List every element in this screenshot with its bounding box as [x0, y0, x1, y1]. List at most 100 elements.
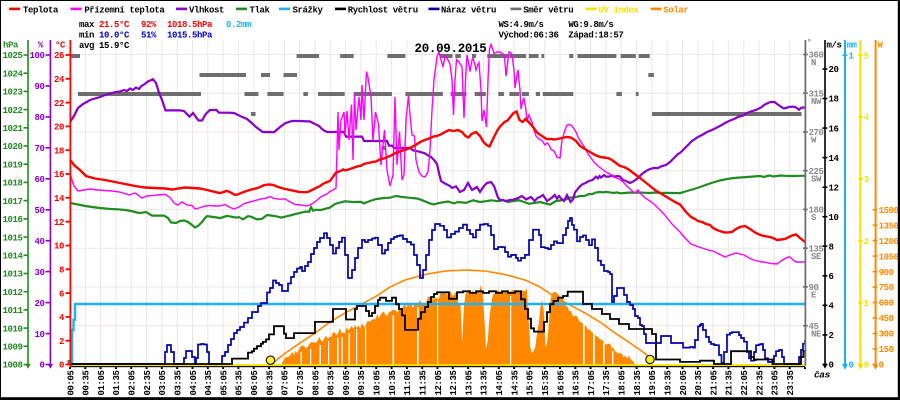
svg-text:01:05: 01:05 [97, 370, 107, 395]
svg-text:22:35: 22:35 [755, 370, 765, 395]
svg-text:10: 10 [34, 330, 44, 340]
svg-text:0: 0 [864, 361, 869, 371]
svg-text:18:05: 18:05 [618, 370, 628, 395]
svg-text:NE: NE [811, 329, 822, 339]
svg-text:11:35: 11:35 [419, 370, 429, 395]
svg-text:1018.5hPa: 1018.5hPa [167, 20, 213, 30]
svg-text:Vlhkost: Vlhkost [189, 5, 224, 15]
svg-text:09:35: 09:35 [357, 370, 367, 395]
svg-text:8: 8 [59, 266, 64, 276]
svg-text:12:05: 12:05 [434, 370, 444, 395]
svg-text:20.09.2015: 20.09.2015 [415, 42, 487, 56]
svg-text:23:35: 23:35 [786, 370, 796, 395]
svg-text:315: 315 [809, 89, 824, 99]
svg-text:1: 1 [849, 51, 855, 61]
svg-text:max: max [79, 20, 95, 30]
svg-text:0: 0 [39, 361, 44, 371]
svg-text:1015.5hPa: 1015.5hPa [167, 31, 213, 41]
svg-text:16: 16 [829, 124, 839, 134]
svg-text:6: 6 [829, 272, 834, 282]
svg-text:18: 18 [54, 146, 64, 156]
svg-text:1050: 1050 [879, 252, 899, 262]
svg-text:16:35: 16:35 [572, 370, 582, 395]
svg-text:čas: čas [814, 370, 831, 381]
svg-text:Západ:18:57: Západ:18:57 [568, 31, 623, 41]
svg-text:13:05: 13:05 [464, 370, 474, 395]
svg-text:1023: 1023 [2, 88, 22, 98]
svg-text:21:05: 21:05 [709, 370, 719, 395]
svg-text:21:35: 21:35 [725, 370, 735, 395]
svg-text:1: 1 [864, 299, 870, 309]
svg-text:1350: 1350 [879, 221, 899, 231]
svg-text:W: W [878, 41, 884, 51]
svg-text:min: min [79, 31, 94, 41]
svg-text:90: 90 [809, 283, 819, 293]
svg-text:20: 20 [34, 299, 44, 309]
svg-text:19:35: 19:35 [664, 370, 674, 395]
svg-text:W: W [811, 136, 817, 146]
svg-text:10: 10 [829, 213, 839, 223]
svg-text:S: S [811, 213, 817, 223]
svg-text:17:05: 17:05 [587, 370, 597, 395]
svg-text:10.0°C: 10.0°C [99, 31, 130, 41]
svg-text:1008: 1008 [2, 361, 22, 371]
svg-text:92%: 92% [141, 20, 157, 30]
svg-text:8: 8 [829, 242, 834, 252]
svg-text:02:05: 02:05 [128, 370, 138, 395]
svg-text:22:05: 22:05 [740, 370, 750, 395]
svg-text:WS:4.9m/s: WS:4.9m/s [499, 20, 544, 30]
svg-text:180: 180 [809, 206, 824, 216]
svg-text:%: % [38, 41, 44, 51]
svg-text:19:05: 19:05 [648, 370, 658, 395]
svg-text:2: 2 [59, 337, 64, 347]
svg-text:06:05: 06:05 [250, 370, 260, 395]
svg-text:135: 135 [809, 244, 824, 254]
svg-text:1200: 1200 [879, 237, 899, 247]
svg-text:6: 6 [59, 289, 64, 299]
svg-text:24: 24 [54, 75, 65, 85]
svg-text:03:35: 03:35 [174, 370, 184, 395]
svg-text:50: 50 [34, 206, 44, 216]
svg-text:15:05: 15:05 [526, 370, 536, 395]
svg-text:5: 5 [864, 51, 869, 61]
svg-text:600: 600 [879, 299, 894, 309]
svg-text:14:35: 14:35 [510, 370, 520, 395]
svg-text:10:35: 10:35 [388, 370, 398, 395]
svg-text:02:35: 02:35 [143, 370, 153, 395]
svg-text:26: 26 [54, 51, 64, 61]
svg-text:0: 0 [829, 361, 834, 371]
svg-text:18: 18 [829, 95, 839, 105]
svg-text:22: 22 [54, 99, 64, 109]
svg-text:N: N [811, 58, 816, 68]
svg-text:E: E [811, 291, 817, 301]
svg-text:51%: 51% [141, 31, 157, 41]
svg-text:Solar: Solar [663, 5, 688, 15]
svg-text:16:05: 16:05 [556, 370, 566, 395]
svg-text:750: 750 [879, 283, 894, 293]
svg-text:20: 20 [829, 65, 839, 75]
svg-text:1015: 1015 [2, 233, 22, 243]
svg-text:°C: °C [55, 41, 66, 51]
svg-text:Tlak: Tlak [250, 5, 271, 15]
svg-text:04:35: 04:35 [204, 370, 214, 395]
svg-text:0: 0 [849, 361, 854, 371]
svg-text:15:35: 15:35 [541, 370, 551, 395]
svg-text:1500: 1500 [879, 206, 899, 216]
svg-text:1019: 1019 [2, 160, 22, 170]
svg-text:0.2mm: 0.2mm [226, 20, 252, 30]
svg-text:NW: NW [811, 97, 822, 107]
svg-text:300: 300 [879, 330, 894, 340]
svg-text:225: 225 [809, 167, 824, 177]
svg-text:1013: 1013 [2, 270, 22, 280]
svg-text:SW: SW [811, 174, 822, 184]
svg-text:450: 450 [879, 314, 894, 324]
svg-text:12: 12 [829, 183, 839, 193]
svg-text:3: 3 [864, 175, 869, 185]
svg-text:1011: 1011 [2, 306, 23, 316]
svg-text:Přízemní teplota: Přízemní teplota [84, 5, 165, 15]
svg-text:07:35: 07:35 [296, 370, 306, 395]
svg-text:Srážky: Srážky [293, 5, 324, 15]
svg-text:Náraz větru: Náraz větru [441, 5, 496, 15]
svg-text:1021: 1021 [2, 124, 23, 134]
svg-text:1018: 1018 [2, 179, 22, 189]
